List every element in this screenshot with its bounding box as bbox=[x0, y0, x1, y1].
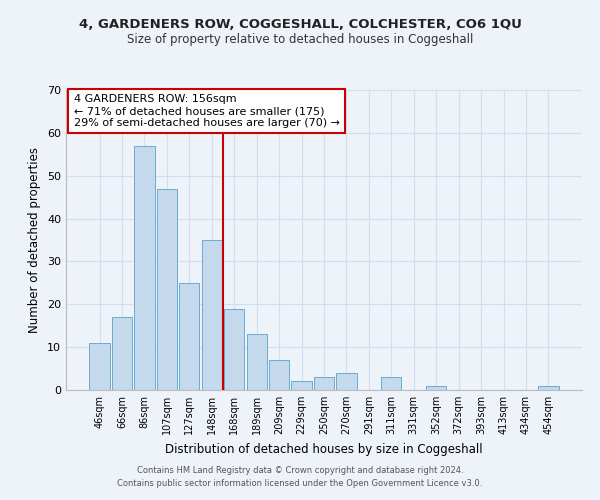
Bar bbox=[426, 386, 446, 390]
X-axis label: Distribution of detached houses by size in Coggeshall: Distribution of detached houses by size … bbox=[165, 442, 483, 456]
Bar bbox=[538, 386, 559, 390]
Bar bbox=[202, 240, 222, 390]
Bar bbox=[112, 317, 132, 390]
Text: Contains HM Land Registry data © Crown copyright and database right 2024.
Contai: Contains HM Land Registry data © Crown c… bbox=[118, 466, 482, 487]
Text: 4, GARDENERS ROW, COGGESHALL, COLCHESTER, CO6 1QU: 4, GARDENERS ROW, COGGESHALL, COLCHESTER… bbox=[79, 18, 521, 30]
Bar bbox=[247, 334, 267, 390]
Bar bbox=[292, 382, 311, 390]
Bar bbox=[157, 188, 177, 390]
Bar bbox=[134, 146, 155, 390]
Bar bbox=[337, 373, 356, 390]
Bar bbox=[224, 308, 244, 390]
Bar bbox=[179, 283, 199, 390]
Bar bbox=[269, 360, 289, 390]
Text: 4 GARDENERS ROW: 156sqm
← 71% of detached houses are smaller (175)
29% of semi-d: 4 GARDENERS ROW: 156sqm ← 71% of detache… bbox=[74, 94, 340, 128]
Bar bbox=[314, 377, 334, 390]
Y-axis label: Number of detached properties: Number of detached properties bbox=[28, 147, 41, 333]
Bar bbox=[381, 377, 401, 390]
Text: Size of property relative to detached houses in Coggeshall: Size of property relative to detached ho… bbox=[127, 32, 473, 46]
Bar bbox=[89, 343, 110, 390]
